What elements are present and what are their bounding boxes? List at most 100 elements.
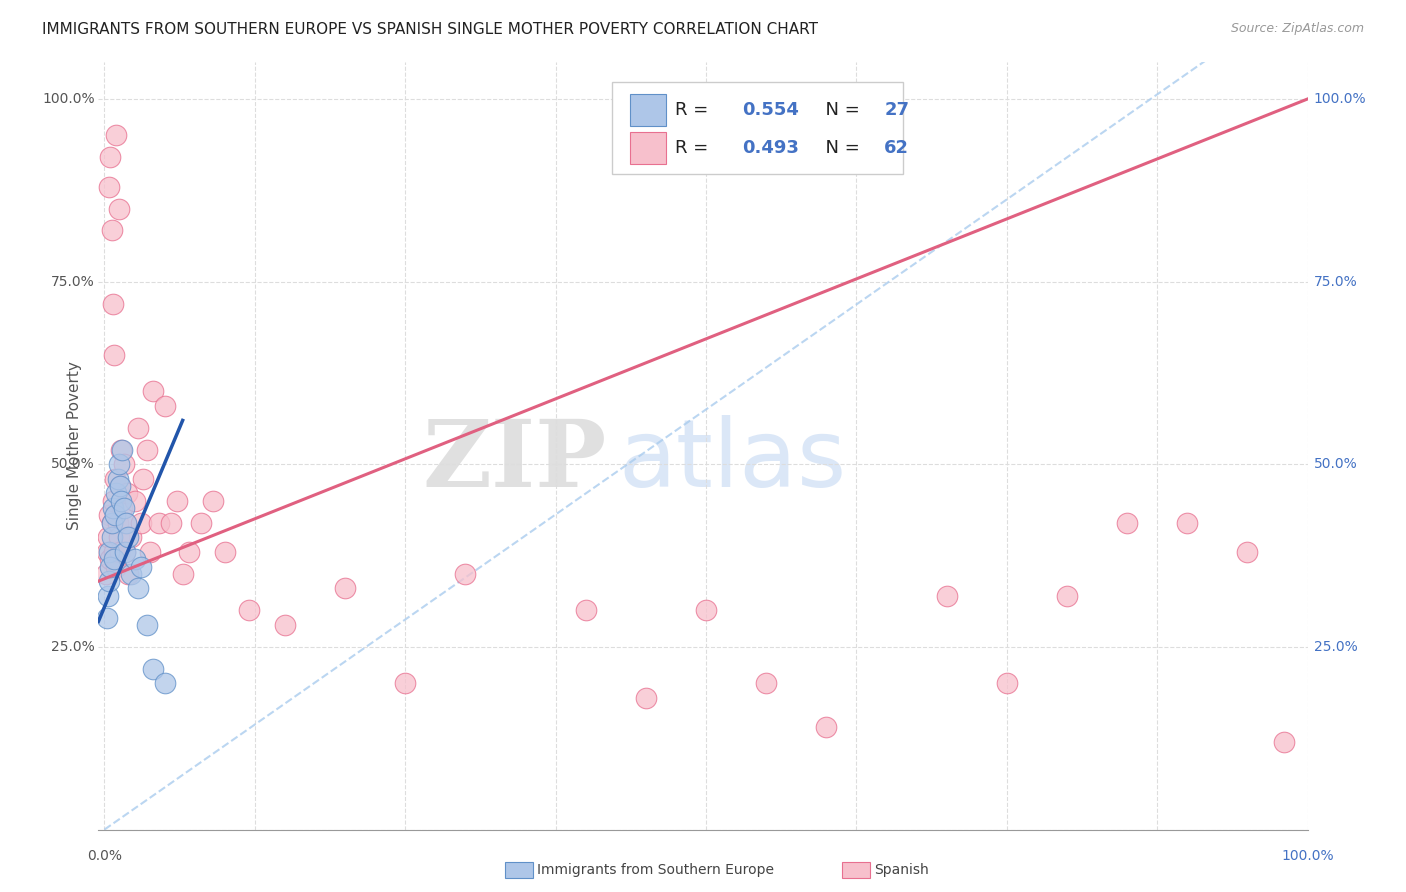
Point xyxy=(98,574,121,589)
Text: 100.0%: 100.0% xyxy=(42,92,94,106)
Point xyxy=(101,501,124,516)
Point xyxy=(148,516,170,530)
Point xyxy=(108,479,131,493)
Point xyxy=(1236,545,1258,559)
FancyBboxPatch shape xyxy=(613,81,903,174)
Point xyxy=(111,501,134,516)
Point xyxy=(107,472,129,486)
Text: 0.493: 0.493 xyxy=(742,139,799,157)
Point xyxy=(104,472,127,486)
Point xyxy=(107,516,129,530)
Point xyxy=(96,545,118,559)
Point xyxy=(108,545,131,559)
Point xyxy=(129,516,152,530)
Text: 100.0%: 100.0% xyxy=(1281,849,1334,863)
Point xyxy=(112,501,135,516)
Point xyxy=(238,603,260,617)
Point xyxy=(132,472,155,486)
Point xyxy=(190,516,212,530)
Text: atlas: atlas xyxy=(619,416,846,508)
Text: N =: N = xyxy=(814,101,866,119)
Point xyxy=(100,150,122,164)
Point xyxy=(110,493,132,508)
Text: 27: 27 xyxy=(884,101,910,119)
Point xyxy=(159,516,181,530)
Point xyxy=(117,566,139,581)
Point xyxy=(100,559,122,574)
Point xyxy=(1116,516,1139,530)
Text: Source: ZipAtlas.com: Source: ZipAtlas.com xyxy=(1230,22,1364,36)
Point xyxy=(815,720,838,734)
Text: N =: N = xyxy=(814,139,866,157)
Point xyxy=(114,545,136,559)
Y-axis label: Single Mother Poverty: Single Mother Poverty xyxy=(67,361,83,531)
Text: ZIP: ZIP xyxy=(422,417,606,507)
Text: 25.0%: 25.0% xyxy=(51,640,94,654)
Point xyxy=(166,493,188,508)
Point xyxy=(96,610,118,624)
Text: 75.0%: 75.0% xyxy=(1313,275,1357,289)
Point xyxy=(112,457,135,471)
Text: R =: R = xyxy=(675,139,714,157)
Text: 100.0%: 100.0% xyxy=(1313,92,1367,106)
Point xyxy=(142,384,165,399)
Point xyxy=(120,530,142,544)
Point xyxy=(105,486,128,500)
Point xyxy=(135,618,157,632)
Point xyxy=(454,566,477,581)
Point xyxy=(117,486,139,500)
Point xyxy=(100,223,122,237)
Point xyxy=(100,552,122,566)
FancyBboxPatch shape xyxy=(630,94,665,126)
Point xyxy=(104,508,127,523)
Point xyxy=(108,202,131,216)
Text: 25.0%: 25.0% xyxy=(1313,640,1357,654)
Point xyxy=(120,566,142,581)
Point xyxy=(139,545,162,559)
Point xyxy=(995,676,1018,690)
Point xyxy=(103,552,125,566)
Point xyxy=(274,618,297,632)
Point xyxy=(108,530,131,544)
Point xyxy=(98,545,121,559)
Point xyxy=(110,442,132,457)
Point xyxy=(172,566,194,581)
Point xyxy=(100,516,122,530)
Point xyxy=(135,442,157,457)
Point xyxy=(115,516,138,530)
Point xyxy=(108,457,131,471)
Point xyxy=(575,603,598,617)
Text: 0.554: 0.554 xyxy=(742,101,799,119)
Point xyxy=(142,662,165,676)
Point xyxy=(695,603,717,617)
Text: 62: 62 xyxy=(884,139,910,157)
Point xyxy=(100,530,122,544)
Point xyxy=(127,421,149,435)
Point xyxy=(1175,516,1198,530)
Point xyxy=(394,676,416,690)
Point xyxy=(124,552,146,566)
Point xyxy=(214,545,236,559)
Point xyxy=(1272,735,1295,749)
Point xyxy=(1056,589,1078,603)
Point xyxy=(124,493,146,508)
FancyBboxPatch shape xyxy=(630,132,665,164)
Point xyxy=(129,559,152,574)
Point xyxy=(153,399,176,413)
Point xyxy=(94,566,117,581)
Point xyxy=(935,589,957,603)
Point xyxy=(98,508,121,523)
Point xyxy=(100,516,122,530)
Point xyxy=(105,128,128,143)
Point xyxy=(127,582,149,596)
Point xyxy=(108,479,131,493)
Point xyxy=(101,493,124,508)
Point xyxy=(755,676,778,690)
Point xyxy=(153,676,176,690)
Point xyxy=(177,545,200,559)
Point xyxy=(103,348,125,362)
Text: R =: R = xyxy=(675,101,714,119)
Point xyxy=(103,545,125,559)
Point xyxy=(201,493,224,508)
Point xyxy=(105,559,128,574)
